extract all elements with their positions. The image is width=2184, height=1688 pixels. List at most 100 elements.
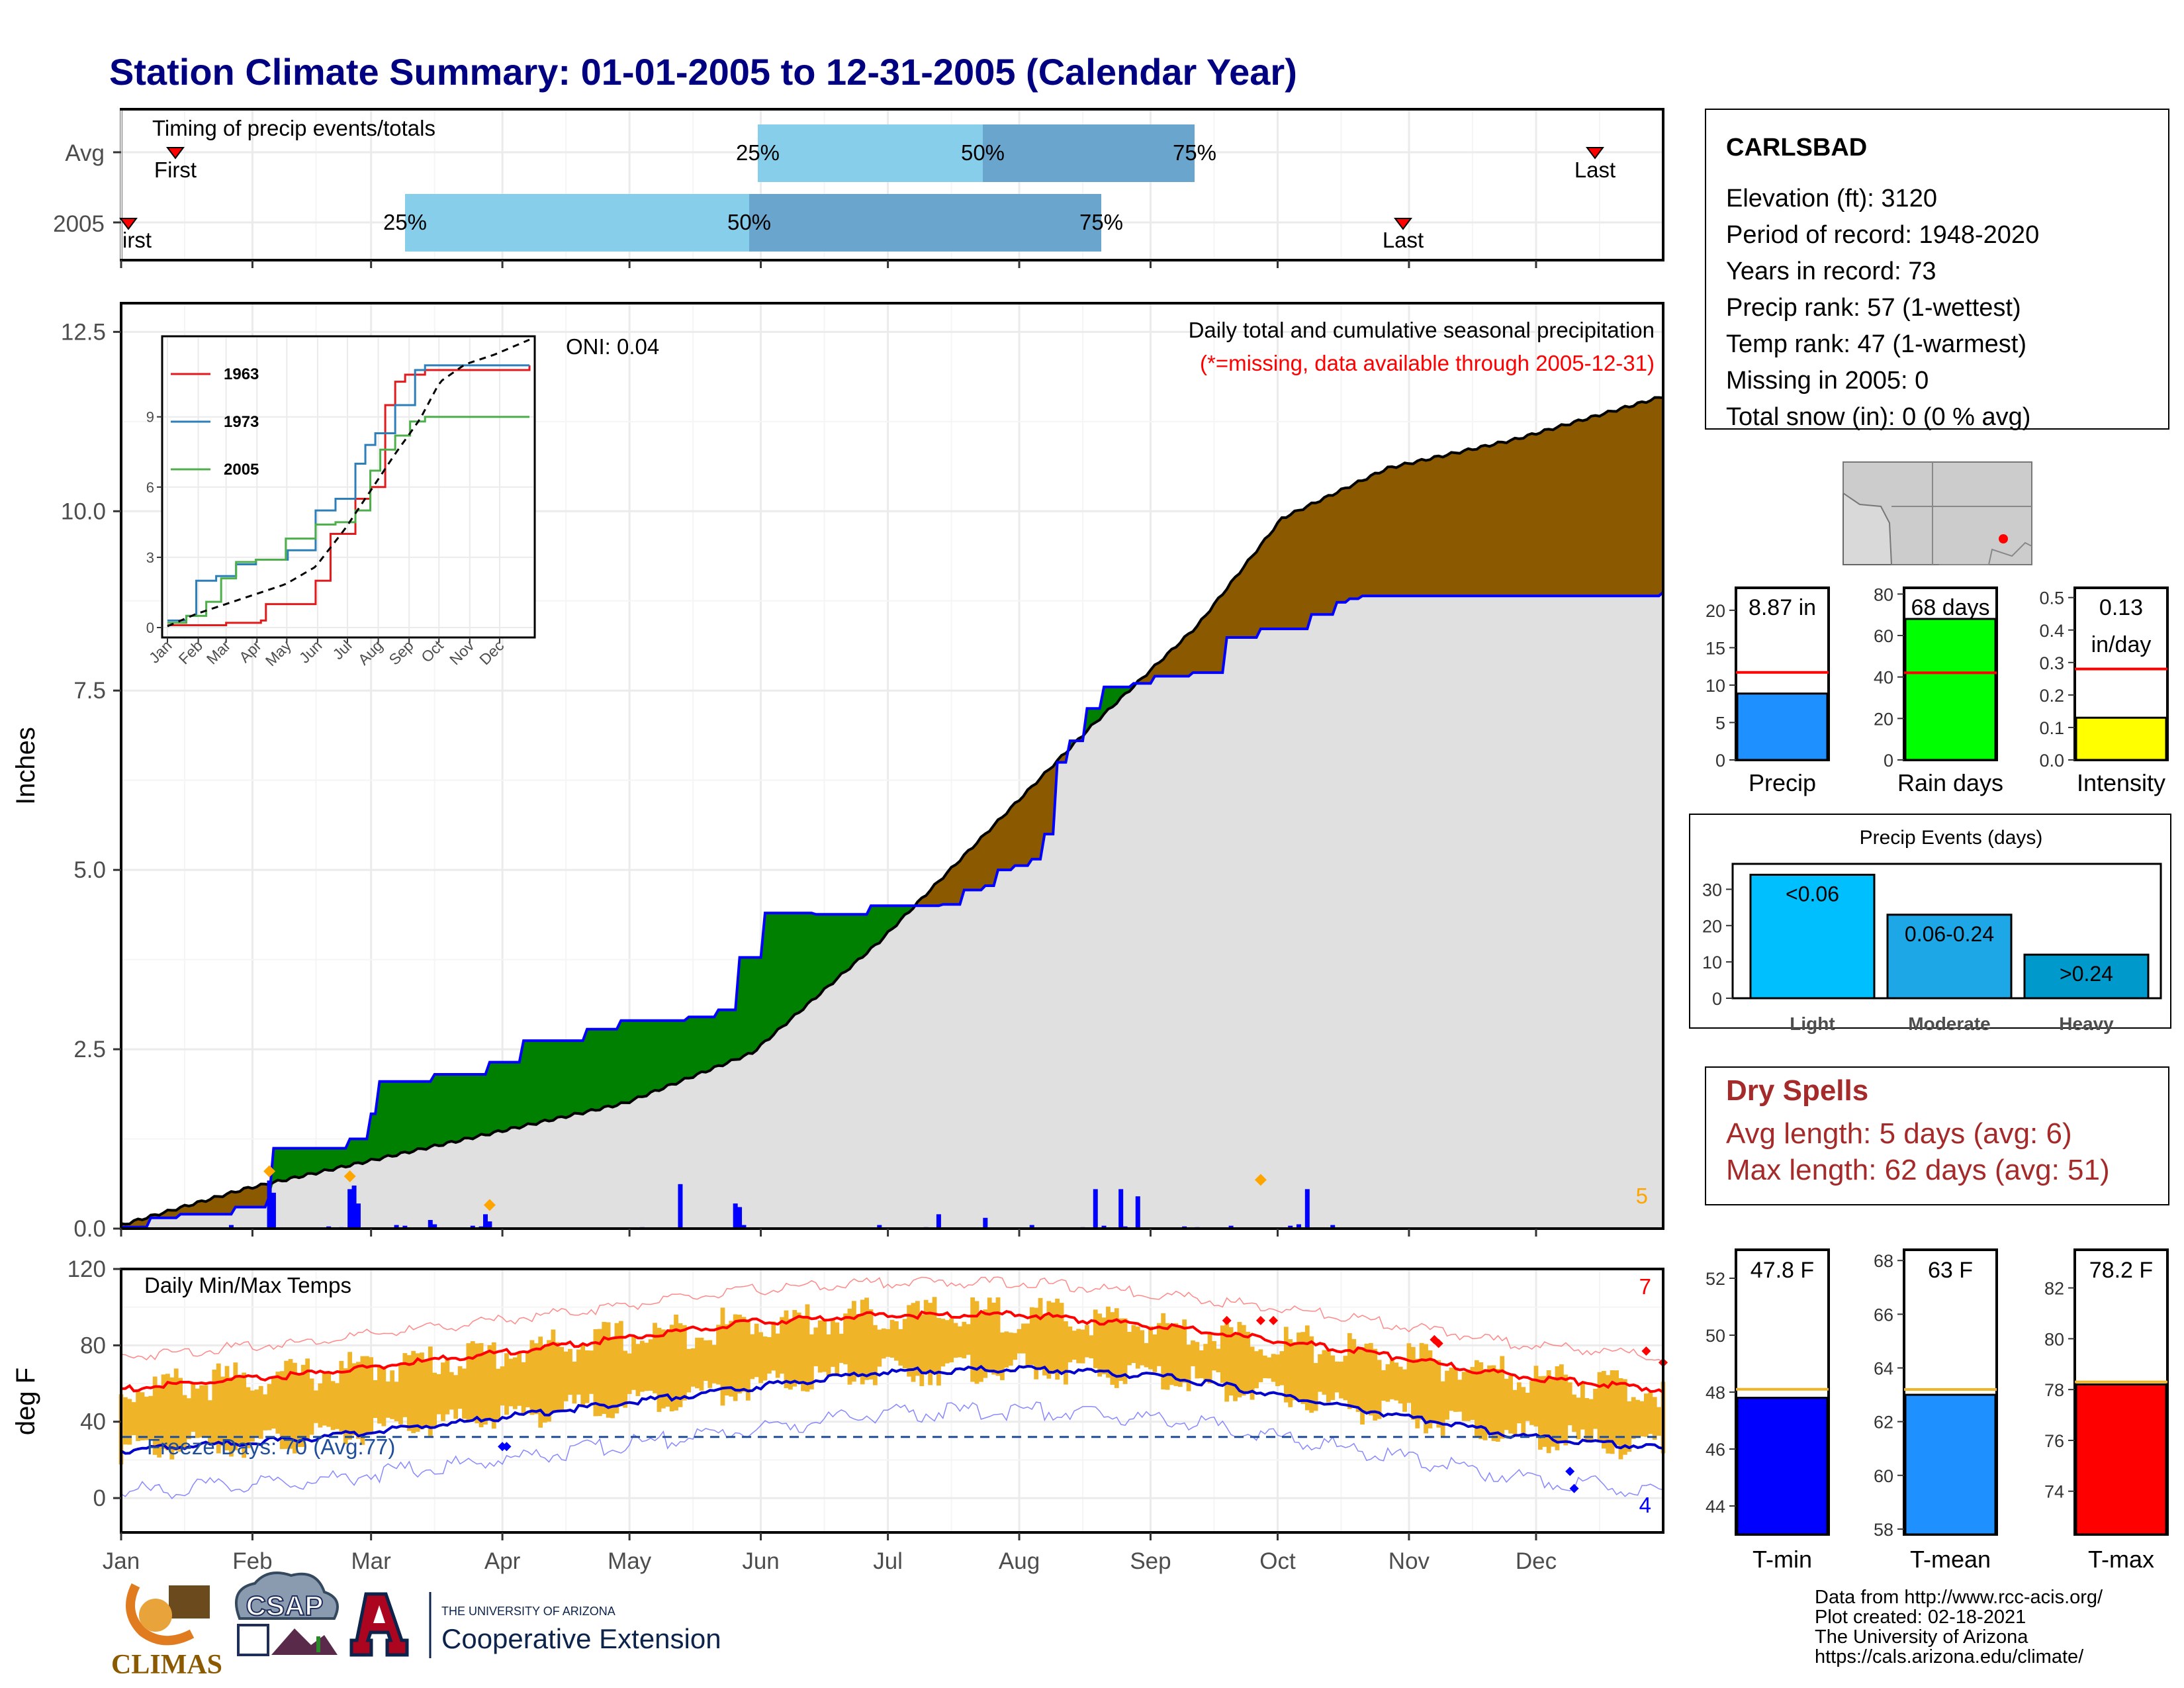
daily-temp-bar xyxy=(1593,1388,1598,1429)
daily-temp-bar xyxy=(1601,1371,1606,1449)
daily-precip-bar xyxy=(402,1225,408,1229)
daily-temp-bar xyxy=(987,1297,992,1372)
daily-temp-bar xyxy=(720,1307,725,1406)
daily-temp-bar xyxy=(1131,1325,1136,1363)
summary-bar-tick-label: 80 xyxy=(1874,585,1893,604)
timing-panel: Timing of precip events/totals Avg 2005 … xyxy=(53,108,1664,268)
heavy-event-marker xyxy=(1254,1174,1267,1186)
daily-temp-bar xyxy=(1652,1397,1657,1440)
daily-temp-bar xyxy=(644,1342,649,1391)
daily-temp-bar xyxy=(504,1353,509,1415)
map-border-south xyxy=(1939,541,2032,565)
daily-temp-bar xyxy=(420,1352,424,1430)
daily-temp-bar xyxy=(1076,1329,1081,1364)
timing-row-avg: Avg xyxy=(65,140,105,166)
timing-2005-first-label: irst xyxy=(122,228,152,252)
daily-precip-bar xyxy=(1330,1225,1336,1229)
daily-temp-bar xyxy=(542,1346,547,1423)
daily-temp-bar xyxy=(343,1368,348,1444)
daily-temp-bar xyxy=(169,1377,175,1460)
temp-bar-tick-label: 78 xyxy=(2044,1380,2064,1400)
daily-temp-bar xyxy=(351,1363,357,1436)
daily-temp-bar xyxy=(517,1353,522,1406)
daily-temp-bar xyxy=(208,1400,212,1444)
avg-cumulative-line xyxy=(120,396,1664,1226)
summary-bar-label: Precip xyxy=(1749,769,1816,796)
daily-temp-bar xyxy=(1017,1329,1022,1354)
precip-y-tick-label: 2.5 xyxy=(73,1037,106,1062)
timing-2005-25-50-bar xyxy=(405,194,749,252)
daily-temp-bar xyxy=(1529,1381,1534,1425)
daily-temp-bar xyxy=(919,1314,925,1386)
dry-max: Max length: 62 days (avg: 51) xyxy=(1726,1154,2110,1186)
temp-y-axis: 0 40 80 120 xyxy=(68,1256,121,1511)
daily-temp-bar xyxy=(1313,1363,1318,1411)
events-bar-label: <0.06 xyxy=(1786,882,1839,906)
daily-temp-bar xyxy=(1114,1308,1119,1388)
daily-temp-bar xyxy=(1410,1346,1416,1420)
daily-temp-bar xyxy=(750,1334,755,1380)
daily-temp-bar xyxy=(1025,1323,1030,1367)
daily-temp-bar xyxy=(314,1390,318,1423)
ua-a-mark xyxy=(349,1592,409,1657)
daily-temp-bar xyxy=(441,1362,445,1421)
daily-temp-bar xyxy=(136,1391,141,1442)
daily-temp-bar xyxy=(1085,1325,1089,1358)
daily-temp-bar xyxy=(606,1322,611,1418)
daily-temp-bar xyxy=(275,1372,281,1434)
timing-row-2005: 2005 xyxy=(53,211,105,237)
daily-temp-bar xyxy=(1318,1354,1322,1392)
daily-temp-bar xyxy=(1021,1323,1026,1354)
daily-temp-bar xyxy=(699,1337,704,1391)
precip-y-tick-label: 10.0 xyxy=(61,498,106,524)
daily-temp-bar xyxy=(1237,1322,1242,1397)
daily-temp-bar xyxy=(1275,1354,1280,1386)
cumulative-common-area xyxy=(121,592,1663,1229)
daily-temp-bar xyxy=(1436,1360,1441,1428)
avg-max-line xyxy=(120,1309,1664,1393)
avg-min-line xyxy=(120,1364,1664,1455)
daily-temp-bar xyxy=(631,1336,636,1390)
daily-temp-bar xyxy=(1563,1374,1569,1446)
daily-precip-bar xyxy=(394,1225,399,1229)
daily-precip-bar xyxy=(271,1192,276,1229)
inset-series-1963 xyxy=(167,365,531,626)
temp-bar-label: T-max xyxy=(2088,1546,2154,1573)
daily-temp-bar xyxy=(538,1336,543,1428)
daily-temp-bar xyxy=(356,1362,361,1439)
station-frame xyxy=(1705,109,2169,430)
month-tick-label: Feb xyxy=(232,1548,272,1574)
freeze-days-label: Freeze Days: 70 (Avg:77) xyxy=(147,1434,395,1459)
credit-line-1: Data from http://www.rcc-acis.org/ xyxy=(1815,1587,2103,1608)
inset-y-tick-label: 3 xyxy=(146,549,154,566)
daily-temp-bar xyxy=(1364,1343,1369,1413)
daily-temp-bar xyxy=(1627,1401,1632,1452)
events-y-tick-label: 0 xyxy=(1712,989,1722,1009)
precip-y-tick-label: 12.5 xyxy=(61,319,106,345)
daily-temp-bar xyxy=(1013,1333,1018,1360)
daily-temp-bar xyxy=(1542,1376,1547,1447)
daily-temp-bar xyxy=(1233,1333,1238,1401)
timing-2005-last-marker xyxy=(1394,218,1412,230)
daily-temp-bar xyxy=(856,1314,861,1378)
summary-bar-tick-label: 20 xyxy=(1874,709,1893,729)
daily-temp-bar xyxy=(1241,1325,1246,1396)
daily-temp-bar xyxy=(449,1372,454,1410)
ua-big-text: Cooperative Extension xyxy=(441,1623,721,1654)
temp-bar-tick-label: 44 xyxy=(1706,1497,1725,1517)
daily-temp-bar xyxy=(424,1360,429,1428)
ua-logo: THE UNIVERSITY OF ARIZONA Cooperative Ex… xyxy=(349,1592,721,1658)
daily-temp-bar xyxy=(991,1302,997,1375)
daily-temp-bar xyxy=(199,1385,205,1438)
precip-y-tick-label: 0.0 xyxy=(73,1216,106,1242)
daily-temp-bar xyxy=(271,1377,276,1429)
summary-bar-value-label-2: in/day xyxy=(2091,632,2152,657)
daily-temp-bar xyxy=(1643,1393,1649,1437)
oni-label: ONI: 0.04 xyxy=(566,334,659,359)
summary-bar-tick-label: 60 xyxy=(1874,626,1893,646)
summary-bar-label: Rain days xyxy=(1897,769,2003,796)
daily-temp-bar xyxy=(1551,1377,1555,1447)
daily-temp-bar xyxy=(398,1364,403,1425)
daily-temp-bar xyxy=(432,1372,437,1427)
daily-temp-bar xyxy=(1470,1367,1475,1421)
